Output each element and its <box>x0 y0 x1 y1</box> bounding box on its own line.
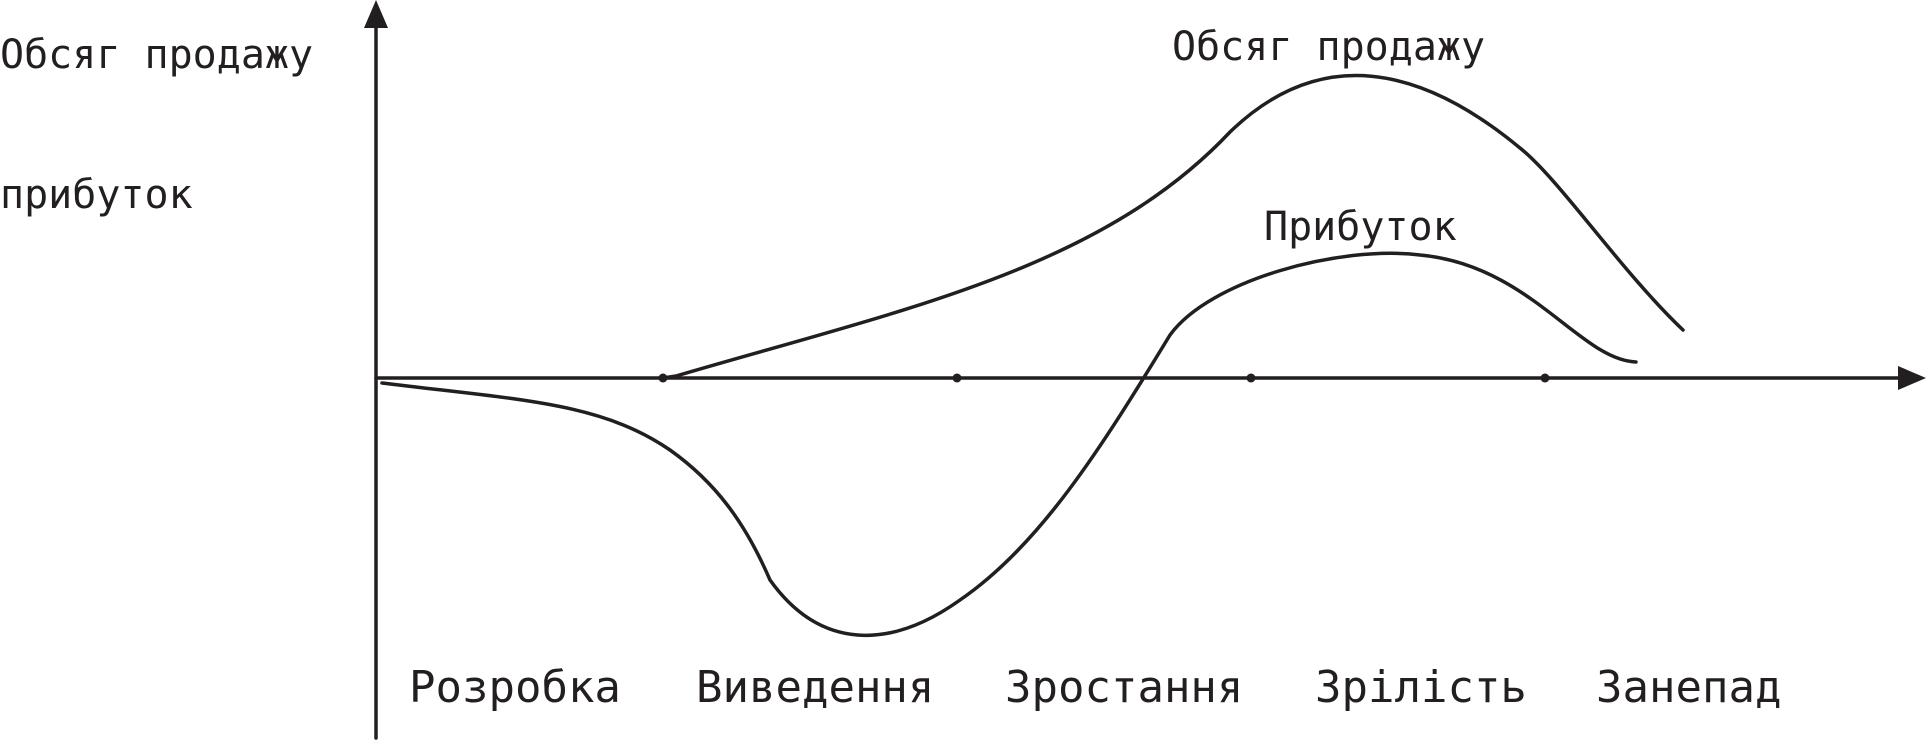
sales-volume-curve <box>661 73 1685 380</box>
x-axis-arrow <box>1898 366 1926 390</box>
y-axis-arrow <box>364 0 388 28</box>
stage-boundary-point <box>1246 373 1256 383</box>
stage-label-decline: Занепад <box>1596 662 1781 713</box>
y-axis-label-profit: прибуток <box>0 172 193 218</box>
stage-boundary-point <box>952 373 962 383</box>
stage-label-growth: Зростання <box>1005 662 1243 713</box>
stage-label-maturity: Зрілість <box>1315 662 1527 713</box>
profit-curve-label: Прибуток <box>1264 204 1457 250</box>
stage-label-development: Розробка <box>409 662 621 713</box>
sales-curve-label: Обсяг продажу <box>1172 24 1485 70</box>
stage-label-introduction: Виведення <box>696 662 934 713</box>
stage-boundary-point <box>1540 373 1550 383</box>
profit-curve <box>380 251 1638 637</box>
y-axis-label-sales: Обсяг продажу <box>0 32 313 78</box>
